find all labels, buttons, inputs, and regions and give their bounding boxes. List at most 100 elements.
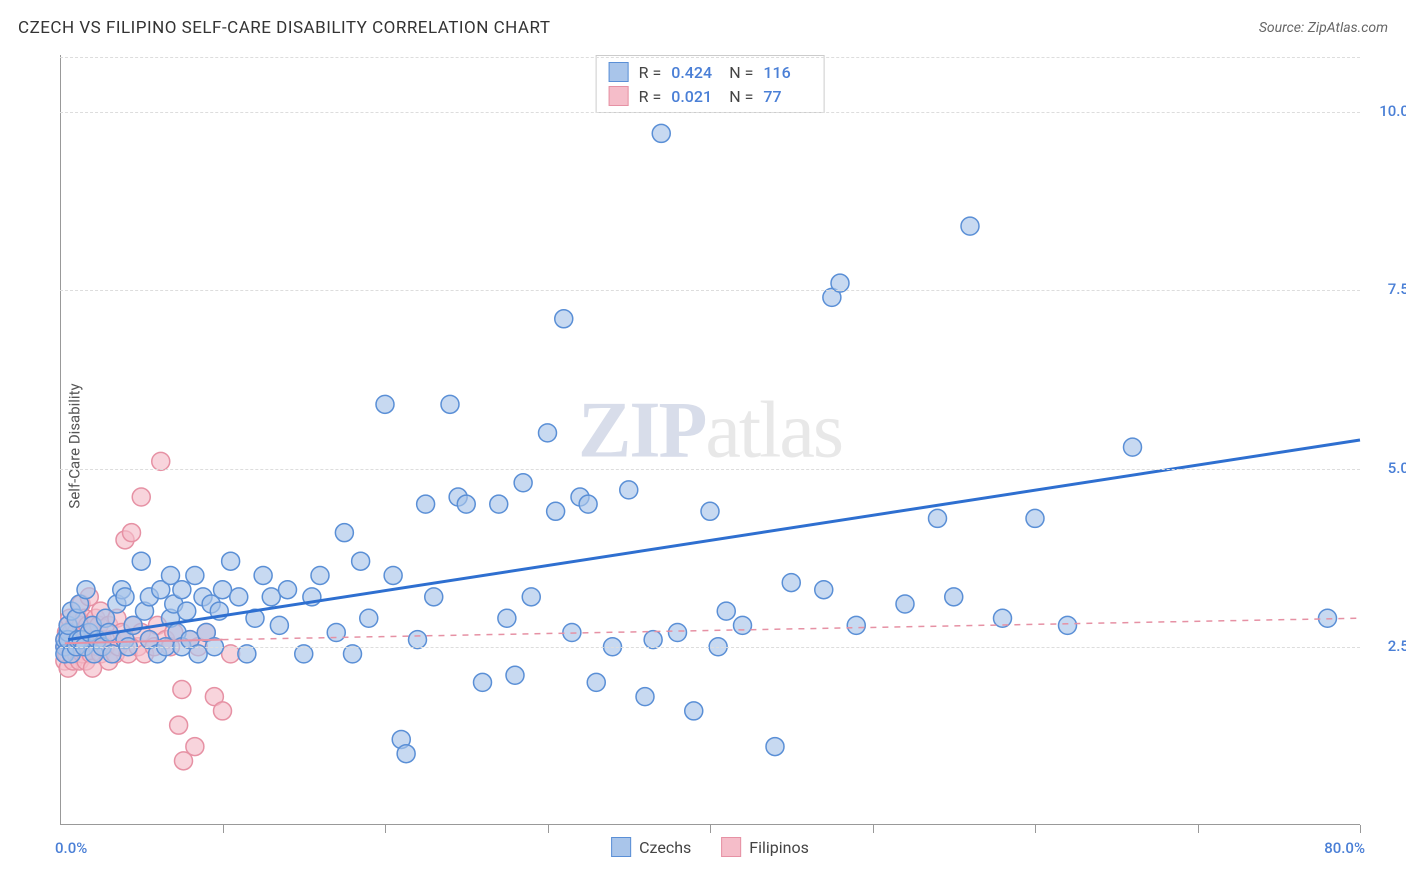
scatter-point	[896, 595, 914, 613]
scatter-point	[734, 616, 752, 634]
scatter-point	[173, 681, 191, 699]
r-value-filipinos: 0.021	[671, 87, 719, 106]
scatter-point	[230, 588, 248, 606]
series-legend-czechs: Czechs	[611, 837, 691, 857]
scatter-point	[457, 495, 475, 513]
scatter-point	[1124, 438, 1142, 456]
scatter-point	[579, 495, 597, 513]
x-tick	[873, 825, 874, 833]
scatter-point	[514, 474, 532, 492]
gridline-horizontal	[60, 112, 1360, 113]
scatter-point	[132, 488, 150, 506]
scatter-point	[116, 588, 134, 606]
n-value-filipinos: 77	[763, 87, 811, 106]
y-tick-label: 10.0%	[1379, 102, 1406, 120]
legend-swatch-filipinos	[609, 86, 629, 106]
r-value-czechs: 0.424	[671, 63, 719, 82]
r-label: R =	[639, 87, 662, 106]
correlation-legend-row-filipinos: R = 0.021 N = 77	[609, 84, 812, 108]
scatter-point	[782, 574, 800, 592]
scatter-point	[186, 566, 204, 584]
scatter-point	[539, 424, 557, 442]
chart-plot-area: ZIPatlas R = 0.424 N = 116 R = 0.021 N =…	[60, 55, 1360, 825]
scatter-point	[636, 688, 654, 706]
r-label: R =	[639, 63, 662, 82]
legend-swatch-czechs	[609, 62, 629, 82]
scatter-point	[360, 609, 378, 627]
y-tick-label: 5.0%	[1388, 459, 1406, 477]
scatter-point	[929, 509, 947, 527]
legend-swatch-filipinos-bottom	[721, 837, 741, 857]
scatter-point	[717, 602, 735, 620]
scatter-point	[123, 524, 141, 542]
scatter-point	[945, 588, 963, 606]
x-tick	[548, 825, 549, 833]
scatter-point	[254, 566, 272, 584]
scatter-point	[279, 581, 297, 599]
scatter-point	[425, 588, 443, 606]
gridline-horizontal	[60, 647, 1360, 648]
series-label-filipinos: Filipinos	[749, 838, 809, 857]
n-label: N =	[729, 63, 753, 82]
scatter-point	[178, 602, 196, 620]
n-label: N =	[729, 87, 753, 106]
scatter-point	[214, 581, 232, 599]
x-tick	[1360, 825, 1361, 833]
scatter-point	[490, 495, 508, 513]
scatter-point	[173, 581, 191, 599]
scatter-point	[474, 673, 492, 691]
scatter-point	[327, 624, 345, 642]
series-label-czechs: Czechs	[639, 838, 691, 857]
scatter-point	[847, 616, 865, 634]
series-legend: Czechs Filipinos	[611, 837, 809, 857]
scatter-point	[522, 588, 540, 606]
gridline-horizontal	[60, 57, 1360, 58]
scatter-point	[311, 566, 329, 584]
scatter-point	[270, 616, 288, 634]
scatter-point	[547, 502, 565, 520]
scatter-point	[1026, 509, 1044, 527]
n-value-czechs: 116	[763, 63, 811, 82]
scatter-point	[652, 124, 670, 142]
scatter-point	[685, 702, 703, 720]
chart-title: CZECH VS FILIPINO SELF-CARE DISABILITY C…	[18, 18, 550, 38]
scatter-point	[498, 609, 516, 627]
x-tick	[1035, 825, 1036, 833]
scatter-point	[417, 495, 435, 513]
scatter-point	[335, 524, 353, 542]
header-row: CZECH VS FILIPINO SELF-CARE DISABILITY C…	[18, 18, 1388, 38]
scatter-point	[766, 738, 784, 756]
x-tick	[223, 825, 224, 833]
scatter-point	[441, 395, 459, 413]
scatter-point	[170, 716, 188, 734]
x-tick-label-max: 80.0%	[1324, 839, 1365, 857]
scatter-point	[669, 624, 687, 642]
trend-line	[68, 440, 1360, 640]
x-tick-label-min: 0.0%	[55, 839, 87, 857]
source-attribution: Source: ZipAtlas.com	[1259, 20, 1388, 36]
scatter-point	[222, 552, 240, 570]
y-tick-label: 2.5%	[1388, 637, 1406, 655]
correlation-legend-row-czechs: R = 0.424 N = 116	[609, 60, 812, 84]
scatter-point	[961, 217, 979, 235]
scatter-point	[384, 566, 402, 584]
gridline-horizontal	[60, 290, 1360, 291]
gridline-horizontal	[60, 469, 1360, 470]
x-tick	[710, 825, 711, 833]
scatter-point	[506, 666, 524, 684]
scatter-point	[262, 588, 280, 606]
x-tick	[385, 825, 386, 833]
correlation-legend: R = 0.424 N = 116 R = 0.021 N = 77	[596, 55, 825, 113]
scatter-point	[815, 581, 833, 599]
scatter-point	[186, 738, 204, 756]
scatter-point	[77, 581, 95, 599]
scatter-point	[620, 481, 638, 499]
trend-line	[223, 618, 1361, 639]
scatter-point	[397, 745, 415, 763]
scatter-point	[701, 502, 719, 520]
scatter-point	[132, 552, 150, 570]
scatter-point	[352, 552, 370, 570]
scatter-point	[376, 395, 394, 413]
scatter-point	[555, 310, 573, 328]
scatter-svg	[60, 55, 1360, 825]
